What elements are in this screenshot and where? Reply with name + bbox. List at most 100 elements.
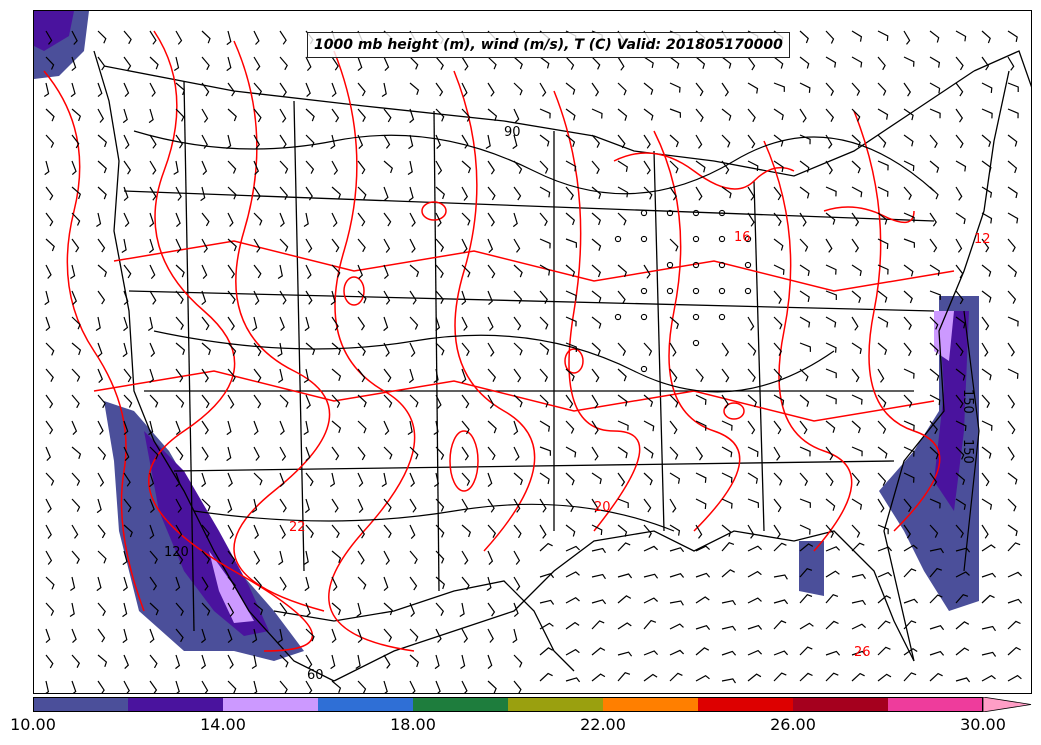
wind-barb xyxy=(591,108,603,119)
wind-barb xyxy=(617,160,628,172)
wind-barb xyxy=(539,599,555,605)
wind-barb xyxy=(123,420,129,436)
wind-barb xyxy=(981,290,992,303)
wind-barb xyxy=(201,680,209,693)
wind-barb xyxy=(435,550,445,564)
wind-barb xyxy=(227,498,233,514)
wind-barb xyxy=(175,238,182,254)
wind-barb xyxy=(461,498,469,513)
wind-barb xyxy=(304,576,310,592)
wind-barb xyxy=(253,160,260,176)
wind-barb xyxy=(331,264,341,278)
wind-barb xyxy=(513,316,522,331)
wind-barb xyxy=(591,673,606,682)
calm-wind-circle xyxy=(718,209,726,217)
wind-barb xyxy=(97,420,104,435)
wind-barb xyxy=(773,446,781,461)
calm-wind-circle xyxy=(692,209,700,217)
wind-barb xyxy=(461,82,468,97)
wind-barb xyxy=(981,56,990,71)
wind-barb xyxy=(955,134,964,149)
wind-barb xyxy=(825,593,839,604)
wind-barb xyxy=(253,602,264,616)
wind-barb xyxy=(877,316,889,328)
red-loop-2 xyxy=(449,430,479,492)
wind-barb xyxy=(433,368,439,384)
wind-barb xyxy=(591,212,602,226)
wind-barb xyxy=(435,108,445,122)
wind-barb xyxy=(149,342,156,358)
wind-barb xyxy=(147,316,154,331)
wind-barb xyxy=(45,420,54,435)
wind-barb xyxy=(175,550,184,565)
wind-barb xyxy=(461,238,468,253)
red-contour-10 xyxy=(93,370,935,422)
wind-barb xyxy=(435,602,445,616)
wind-barb xyxy=(461,342,470,357)
wind-barb xyxy=(227,342,237,356)
wind-barb xyxy=(539,108,551,119)
wind-barb xyxy=(955,212,966,225)
wind-barb xyxy=(539,264,551,276)
wind-barb xyxy=(929,160,940,173)
wind-barb xyxy=(383,680,388,693)
wind-barb xyxy=(96,498,102,514)
wind-barb xyxy=(227,82,236,97)
wind-barb xyxy=(409,680,416,693)
wind-barb xyxy=(253,186,261,201)
wind-barb xyxy=(955,82,964,97)
wind-barb xyxy=(487,550,494,566)
wind-barb xyxy=(773,238,784,251)
wind-barb xyxy=(877,524,889,535)
wind-barb xyxy=(877,546,893,552)
wind-barb xyxy=(955,420,967,431)
wind-barb xyxy=(1007,674,1022,682)
wind-barb xyxy=(1007,30,1018,43)
wind-barb xyxy=(721,108,732,121)
wind-barb xyxy=(981,524,989,539)
wind-barb xyxy=(227,290,236,305)
state-line-3 xyxy=(433,110,440,592)
wind-barb xyxy=(97,82,103,98)
wind-barb xyxy=(981,368,992,381)
wind-barb xyxy=(277,342,283,357)
colorbar-bin xyxy=(318,697,414,712)
wind-barb xyxy=(123,290,129,306)
wind-barb xyxy=(461,212,471,226)
wind-barb xyxy=(97,30,107,44)
wind-barb xyxy=(825,368,837,379)
wind-barb xyxy=(201,394,210,409)
wind-barb xyxy=(591,599,607,605)
wind-barb xyxy=(305,654,313,669)
wind-barb xyxy=(903,524,912,539)
wind-barb xyxy=(97,160,107,174)
wind-barb xyxy=(851,524,861,538)
wind-barb xyxy=(851,316,859,331)
wind-barb xyxy=(617,622,632,630)
wind-barb xyxy=(331,576,338,592)
wind-barb xyxy=(591,420,599,435)
wind-barb xyxy=(539,342,550,355)
wind-barb xyxy=(513,680,522,693)
wind-barb xyxy=(226,446,232,462)
wind-barb xyxy=(227,108,237,122)
wind-barb xyxy=(461,394,470,409)
wind-barb xyxy=(903,620,917,630)
wind-barb xyxy=(695,674,710,682)
state-line-2 xyxy=(293,100,305,572)
wind-barb xyxy=(305,186,313,201)
red-contour-4 xyxy=(328,50,416,652)
wind-barb xyxy=(71,316,81,330)
wind-barb xyxy=(279,394,289,408)
wind-barb xyxy=(643,108,654,121)
wind-barb xyxy=(357,186,367,200)
wind-barb xyxy=(799,290,810,303)
wind-barb xyxy=(149,602,159,616)
wind-barb xyxy=(461,56,469,71)
wind-barb xyxy=(175,368,184,383)
wind-barb xyxy=(955,368,966,381)
wind-barb xyxy=(305,342,316,356)
wind-barb xyxy=(305,56,312,72)
wind-barb xyxy=(408,368,414,384)
wind-barb xyxy=(981,212,993,224)
